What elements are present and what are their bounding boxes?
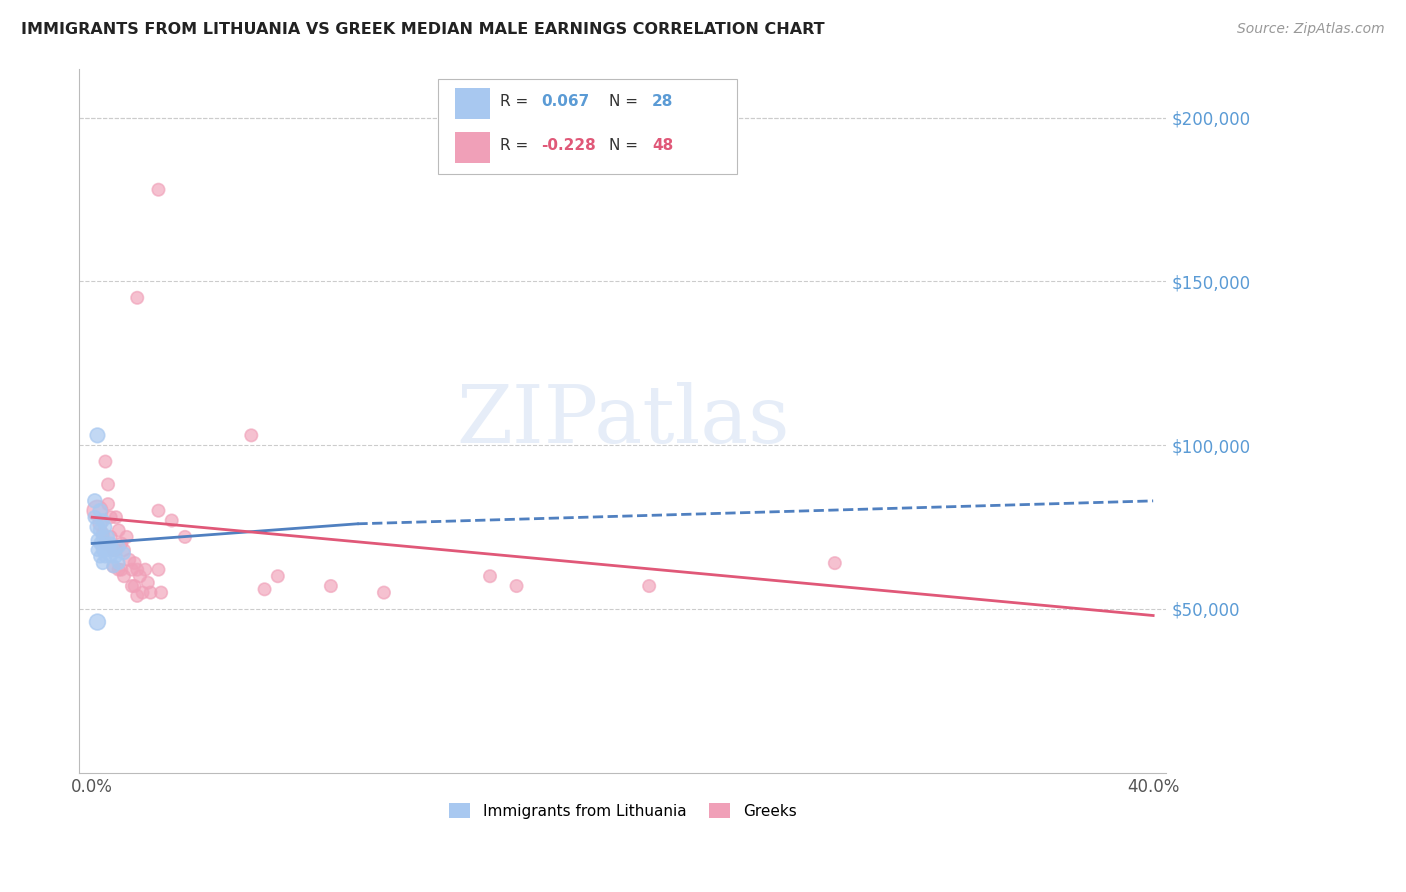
- Point: [103, 559, 125, 574]
- Point: [94, 520, 117, 534]
- Text: Source: ZipAtlas.com: Source: ZipAtlas.com: [1237, 22, 1385, 37]
- Point: [127, 563, 149, 577]
- Point: [128, 569, 150, 583]
- Point: [127, 589, 149, 603]
- Point: [97, 497, 120, 511]
- Text: 48: 48: [652, 138, 673, 153]
- Text: ZIPatlas: ZIPatlas: [456, 382, 789, 459]
- Point: [107, 556, 129, 570]
- Point: [107, 563, 129, 577]
- Point: [107, 524, 129, 538]
- Point: [110, 563, 132, 577]
- Point: [86, 428, 108, 442]
- Point: [160, 514, 183, 528]
- Point: [148, 563, 170, 577]
- Point: [638, 579, 661, 593]
- Point: [373, 585, 395, 599]
- FancyBboxPatch shape: [437, 79, 737, 174]
- Point: [112, 543, 135, 558]
- FancyBboxPatch shape: [456, 87, 489, 119]
- Point: [91, 530, 114, 544]
- Point: [150, 585, 173, 599]
- Point: [139, 585, 162, 599]
- Point: [174, 530, 197, 544]
- Point: [107, 540, 129, 554]
- Text: R =: R =: [499, 95, 529, 109]
- Point: [86, 520, 108, 534]
- Point: [83, 494, 105, 508]
- Point: [91, 556, 114, 570]
- Point: [124, 556, 146, 570]
- Point: [148, 504, 170, 518]
- Point: [94, 454, 117, 468]
- Point: [94, 549, 117, 564]
- Point: [100, 510, 122, 524]
- Point: [319, 579, 342, 593]
- Point: [253, 582, 276, 597]
- Point: [97, 543, 120, 558]
- Point: [83, 510, 105, 524]
- Point: [86, 615, 108, 629]
- Point: [89, 516, 111, 531]
- Point: [89, 504, 111, 518]
- Text: 0.067: 0.067: [541, 95, 589, 109]
- Point: [89, 524, 111, 538]
- Text: -0.228: -0.228: [541, 138, 596, 153]
- Point: [105, 510, 128, 524]
- Point: [105, 543, 128, 558]
- Text: N =: N =: [609, 95, 637, 109]
- Point: [124, 579, 146, 593]
- Point: [105, 549, 128, 564]
- Point: [505, 579, 527, 593]
- Point: [118, 553, 141, 567]
- Point: [86, 533, 108, 548]
- Text: R =: R =: [499, 138, 529, 153]
- Point: [97, 530, 120, 544]
- Point: [91, 543, 114, 558]
- Point: [824, 556, 846, 570]
- Text: N =: N =: [609, 138, 637, 153]
- Text: IMMIGRANTS FROM LITHUANIA VS GREEK MEDIAN MALE EARNINGS CORRELATION CHART: IMMIGRANTS FROM LITHUANIA VS GREEK MEDIA…: [21, 22, 825, 37]
- Point: [136, 575, 159, 590]
- Point: [121, 563, 143, 577]
- Point: [267, 569, 290, 583]
- Point: [100, 549, 122, 564]
- Point: [94, 536, 117, 550]
- Point: [86, 543, 108, 558]
- Point: [86, 504, 108, 518]
- Point: [479, 569, 502, 583]
- Point: [97, 477, 120, 491]
- Point: [94, 536, 117, 550]
- Point: [131, 585, 153, 599]
- Point: [91, 514, 114, 528]
- FancyBboxPatch shape: [456, 131, 489, 162]
- Point: [89, 536, 111, 550]
- Point: [91, 526, 114, 541]
- Point: [112, 546, 135, 560]
- Point: [103, 559, 125, 574]
- Point: [127, 291, 149, 305]
- Point: [100, 536, 122, 550]
- Point: [110, 536, 132, 550]
- Legend: Immigrants from Lithuania, Greeks: Immigrants from Lithuania, Greeks: [443, 797, 803, 825]
- Point: [103, 543, 125, 558]
- Point: [134, 563, 156, 577]
- Point: [100, 530, 122, 544]
- Point: [240, 428, 263, 442]
- Point: [112, 569, 135, 583]
- Point: [115, 530, 138, 544]
- Point: [121, 579, 143, 593]
- Point: [103, 543, 125, 558]
- Text: 28: 28: [652, 95, 673, 109]
- Point: [89, 549, 111, 564]
- Point: [148, 183, 170, 197]
